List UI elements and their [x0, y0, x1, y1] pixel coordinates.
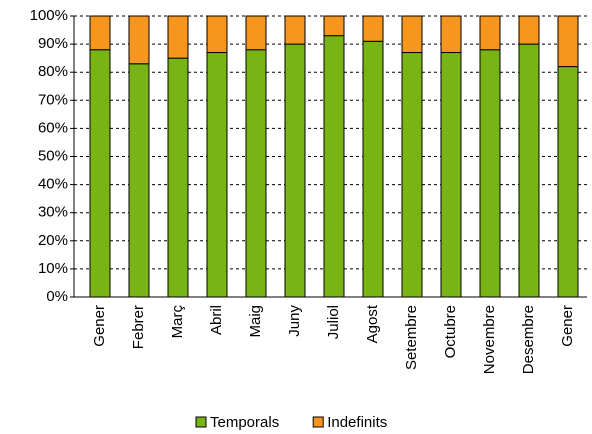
bar-segment — [518, 43, 540, 298]
bar-segment — [479, 15, 501, 51]
bar-segment — [557, 66, 579, 298]
bar-segment — [440, 15, 462, 54]
bar-segment — [440, 52, 462, 298]
bar-segment — [206, 15, 228, 54]
y-tick-label: 50% — [38, 147, 68, 164]
bar-segment — [284, 15, 306, 45]
bar-segment — [323, 35, 345, 298]
bar-segment — [245, 49, 267, 298]
x-tick-label: Gener — [91, 305, 108, 347]
y-tick-label: 70% — [38, 91, 68, 108]
bar-segment — [362, 40, 384, 298]
bar-segment — [206, 52, 228, 298]
bar-segment — [89, 15, 111, 51]
legend-swatch — [195, 416, 207, 428]
bar-segment — [128, 63, 150, 298]
x-tick-label: Gener — [559, 305, 576, 347]
x-tick-label: Juny — [286, 305, 303, 337]
y-tick-label: 40% — [38, 176, 68, 193]
bar-segment — [167, 15, 189, 59]
bar-segment — [479, 49, 501, 298]
x-tick-label: Octubre — [442, 305, 459, 358]
bar-segment — [89, 49, 111, 298]
x-tick-label: Febrer — [130, 305, 147, 349]
bar-segment — [401, 52, 423, 298]
legend-label: Indefinits — [327, 414, 387, 431]
y-tick-label: 90% — [38, 35, 68, 52]
x-tick-label: Abril — [208, 305, 225, 335]
x-tick-label: Novembre — [481, 305, 498, 374]
bar-segment — [557, 15, 579, 68]
bar-segment — [518, 15, 540, 45]
x-tick-label: Setembre — [403, 305, 420, 370]
x-tick-label: Desembre — [520, 305, 537, 374]
y-tick-label: 30% — [38, 204, 68, 221]
y-tick-label: 60% — [38, 119, 68, 136]
bar-segment — [401, 15, 423, 54]
legend-swatch — [312, 416, 324, 428]
legend-label: Temporals — [210, 414, 279, 431]
x-tick-label: Març — [169, 305, 186, 339]
bar-segment — [245, 15, 267, 51]
bar-segment — [128, 15, 150, 65]
y-tick-label: 20% — [38, 232, 68, 249]
x-tick-label: Agost — [364, 304, 381, 343]
y-tick-label: 0% — [46, 288, 68, 305]
bar-segment — [284, 43, 306, 298]
y-tick-label: 10% — [38, 260, 68, 277]
bar-segment — [167, 57, 189, 298]
y-tick-label: 100% — [30, 7, 68, 24]
x-tick-label: Maig — [247, 305, 264, 338]
bar-segment — [323, 15, 345, 37]
bar-segment — [362, 15, 384, 42]
y-tick-label: 80% — [38, 63, 68, 80]
x-tick-label: Juliol — [325, 305, 342, 339]
